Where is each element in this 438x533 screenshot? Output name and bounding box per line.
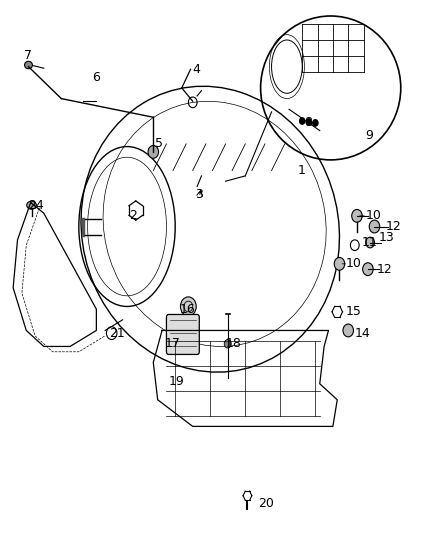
Circle shape [334,257,345,270]
Ellipse shape [27,201,36,209]
Circle shape [224,340,231,348]
FancyBboxPatch shape [166,314,199,354]
Text: 2: 2 [129,209,137,222]
Circle shape [180,297,196,316]
Circle shape [369,220,380,233]
Text: 10: 10 [346,257,362,270]
Text: 8: 8 [304,116,312,129]
Text: 3: 3 [195,188,203,201]
Text: 5: 5 [155,138,163,150]
Text: 4: 4 [193,63,201,76]
Text: 12: 12 [377,263,392,276]
Text: 11: 11 [361,236,377,249]
Text: 10: 10 [366,209,381,222]
Text: 6: 6 [92,71,100,84]
Circle shape [306,119,311,125]
Text: 24: 24 [28,199,44,212]
Circle shape [366,237,374,248]
Text: 16: 16 [180,303,195,316]
Circle shape [352,209,362,222]
Circle shape [148,146,159,158]
Circle shape [300,118,305,124]
Circle shape [363,263,373,276]
Ellipse shape [25,61,32,69]
Circle shape [313,120,318,126]
Text: 18: 18 [226,337,241,350]
Text: 14: 14 [355,327,371,340]
Text: 17: 17 [164,337,180,350]
Text: 13: 13 [379,231,395,244]
Text: 19: 19 [169,375,184,387]
Text: 7: 7 [24,50,32,62]
Text: 12: 12 [385,220,401,233]
Text: 20: 20 [258,497,274,510]
Text: 15: 15 [346,305,362,318]
Circle shape [343,324,353,337]
Text: 21: 21 [110,327,125,340]
Text: 1: 1 [298,164,306,177]
Text: 9: 9 [366,130,374,142]
